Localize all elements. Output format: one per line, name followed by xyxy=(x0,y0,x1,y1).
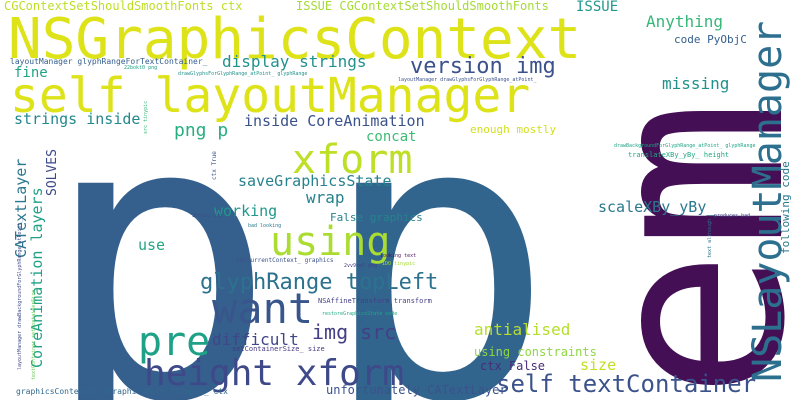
word-ctx-true-vertical: ctx True xyxy=(211,151,218,180)
word-height-xform: height xform xyxy=(144,353,405,394)
word-p-large-left: p xyxy=(42,34,277,400)
word-nsaffinetransform-transform: NSAffineTransform transform xyxy=(318,297,432,305)
word-display-strings: display strings xyxy=(222,52,367,71)
word-drawglyphs-glyphrange: drawGlyphsForGlyphRange_atPoint_ glyphRa… xyxy=(178,71,308,77)
word-issue-cgcontext: ISSUE CGContextSetShouldSmoothFonts xyxy=(296,0,549,13)
word-strings-inside: strings inside xyxy=(14,110,141,128)
word-anything: Anything xyxy=(646,12,724,31)
word-setcontainersize-size: setContainerSize_ size xyxy=(232,345,325,353)
word-layoutmanager-drawglyphs: layoutManager drawGlyphsForGlyphRange_at… xyxy=(398,77,537,83)
word-want: want xyxy=(212,284,314,333)
word-restoregraphicsstate-code: restoreGraphicsState code xyxy=(322,311,398,317)
word-22bokt0-png: 22bokt0 png xyxy=(124,65,158,71)
word-use: use xyxy=(138,236,166,254)
word-antialised: antialised xyxy=(474,320,571,339)
word-solves-vertical: SOLVES xyxy=(45,149,60,196)
word-pre: pre xyxy=(138,319,211,365)
word-following-code-vertical: following code xyxy=(779,161,792,254)
word-inside-coreanimation: inside CoreAnimation xyxy=(244,112,425,130)
word-wrap: wrap xyxy=(306,188,345,207)
word-setcurrentcontext-graphics: setCurrentContext_ graphics xyxy=(236,257,334,264)
word-ido-tinypic: IDO tinypic xyxy=(382,261,416,267)
word-drawbackground-glyphrange: drawBackgroundForGlyphRange_atPoint_ gly… xyxy=(614,143,756,149)
word-3bokkd-png: 3bokkd png xyxy=(192,213,223,219)
word-bad-looking: bad looking xyxy=(248,223,282,229)
word-src-tinypic-vertical: src tinypic xyxy=(143,100,149,134)
word-self-textcontainer: self textContainer xyxy=(496,370,757,398)
word-produces-bad: produces bad xyxy=(714,213,751,219)
word-png-p: png p xyxy=(174,120,229,141)
word-difficult: difficult xyxy=(212,330,299,349)
word-2vv9re5-png: 2vv9re5 png xyxy=(344,263,378,269)
word-using: using xyxy=(270,219,391,265)
word-savegraphicsstate: saveGraphicsState xyxy=(238,172,392,190)
word-img-src: img src xyxy=(312,320,397,344)
word-code-pyobjc: code PyObjC xyxy=(674,33,747,46)
word-ctx-false: ctx False xyxy=(480,359,546,373)
word-issue: ISSUE xyxy=(576,0,619,15)
word-text-although-vertical: text although xyxy=(707,218,713,258)
word-concat: concat xyxy=(366,129,417,145)
word-working: working xyxy=(214,202,278,220)
word-textcontainer-setcontainersize-vertical: textContainer setContainerSize_ xyxy=(31,286,37,380)
word-missing: missing xyxy=(662,74,730,93)
word-looking-text: looking text xyxy=(380,253,417,259)
word-layoutmanager-drawbackground-vertical: layoutManager drawBackgroundForGlyphRang… xyxy=(17,219,23,370)
word-nsgraphicscontext: NSGraphicsContext xyxy=(8,7,582,72)
word-translatexby-height: translateXBy_yBy_ height xyxy=(628,151,730,159)
word-graphicscontextwithgraphicsport: graphicsContextWithGraphicsPort_flipped_… xyxy=(16,387,228,396)
word-p-large-right: p xyxy=(320,34,555,400)
word-unfortunately-catextlayer: unfortunately CATextLayer xyxy=(326,383,507,397)
word-enough-mostly: enough mostly xyxy=(470,123,557,136)
word-xform: xform xyxy=(292,137,413,183)
word-fine: fine xyxy=(14,65,48,81)
word-scalexby-yby: scaleXBy_yBy_ xyxy=(598,198,716,216)
word-self-layoutmanager: self layoutManager xyxy=(10,68,531,124)
word-false-graphics: False graphics xyxy=(330,211,423,224)
word-cgcontext-ctx: CGContextSetShouldSmoothFonts ctx xyxy=(4,0,243,13)
word-glyphrange-topleft: glyphRange topLeft xyxy=(200,270,439,295)
word-layoutmanager-glyphrange: layoutManager glyphRangeForTextContainer… xyxy=(10,57,208,66)
word-using-constraints: using constraints xyxy=(474,345,597,359)
word-size: size xyxy=(580,356,617,374)
word-version-img: version img xyxy=(410,54,556,79)
